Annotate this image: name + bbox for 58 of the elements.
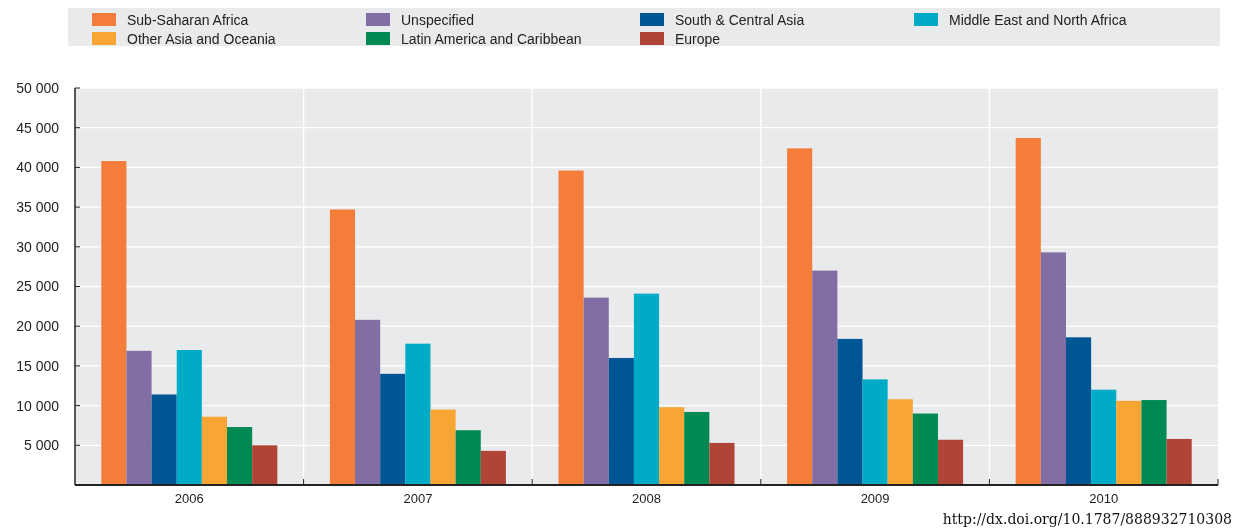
text: http://dx.doi.org/10.1787/888932710308: [942, 511, 1232, 527]
bar: [1015, 138, 1041, 485]
bar: [355, 319, 381, 485]
bar: [812, 270, 838, 485]
bar: [608, 357, 634, 485]
bar: [1065, 337, 1092, 485]
y-tick-label: 5 000: [23, 437, 60, 454]
bar: [126, 350, 152, 485]
bar: [659, 407, 685, 485]
bar: [558, 170, 584, 485]
bar: [862, 379, 888, 485]
bar: [455, 430, 481, 485]
bar: [787, 148, 813, 485]
bar: [480, 450, 506, 485]
bar: [709, 442, 735, 485]
bar: [227, 427, 253, 485]
bar: [1141, 400, 1167, 485]
bar: [912, 413, 938, 485]
y-tick-label: 50 000: [16, 79, 60, 96]
bar: [1040, 252, 1066, 485]
x-tick-label: 2007: [403, 491, 433, 506]
legend-label: Other Asia and Oceania: [127, 30, 276, 47]
y-tick-label: 15 000: [16, 357, 60, 374]
bar: [176, 350, 202, 485]
bar: [201, 416, 228, 485]
bar: [101, 161, 127, 485]
x-tick-label: 2010: [1089, 491, 1119, 506]
bar: [583, 297, 609, 485]
bar: [405, 343, 431, 485]
y-tick-label: 45 000: [16, 119, 60, 136]
y-tick-label: 20 000: [16, 318, 60, 335]
y-tick-label: 25 000: [16, 278, 60, 295]
bar: [329, 209, 356, 485]
bar: [1091, 389, 1117, 485]
y-tick-label: 40 000: [16, 159, 60, 176]
x-tick-label: 2006: [174, 491, 204, 506]
bar: [380, 373, 406, 485]
bar: [1116, 400, 1142, 485]
y-tick-label: 30 000: [16, 238, 60, 255]
legend-label: Unspecified: [401, 11, 475, 28]
legend-label: Latin America and Caribbean: [401, 30, 582, 47]
legend-label: South & Central Asia: [675, 11, 805, 28]
bar: [252, 445, 278, 485]
x-tick-label: 2009: [860, 491, 890, 506]
bar: [430, 409, 456, 485]
bar: [837, 338, 863, 485]
bar: [937, 439, 964, 485]
bar: [887, 399, 913, 485]
legend-label: Sub-Saharan Africa: [127, 11, 249, 28]
y-tick-label: 10 000: [16, 397, 60, 414]
bar: [151, 394, 177, 485]
legend-label: Middle East and North Africa: [949, 11, 1127, 28]
x-tick-label: 2008: [632, 491, 661, 506]
bar: [1166, 438, 1192, 485]
y-tick-label: 35 000: [16, 199, 60, 215]
bar: [684, 411, 710, 485]
bar: [633, 293, 660, 485]
legend-label: Europe: [675, 30, 721, 47]
